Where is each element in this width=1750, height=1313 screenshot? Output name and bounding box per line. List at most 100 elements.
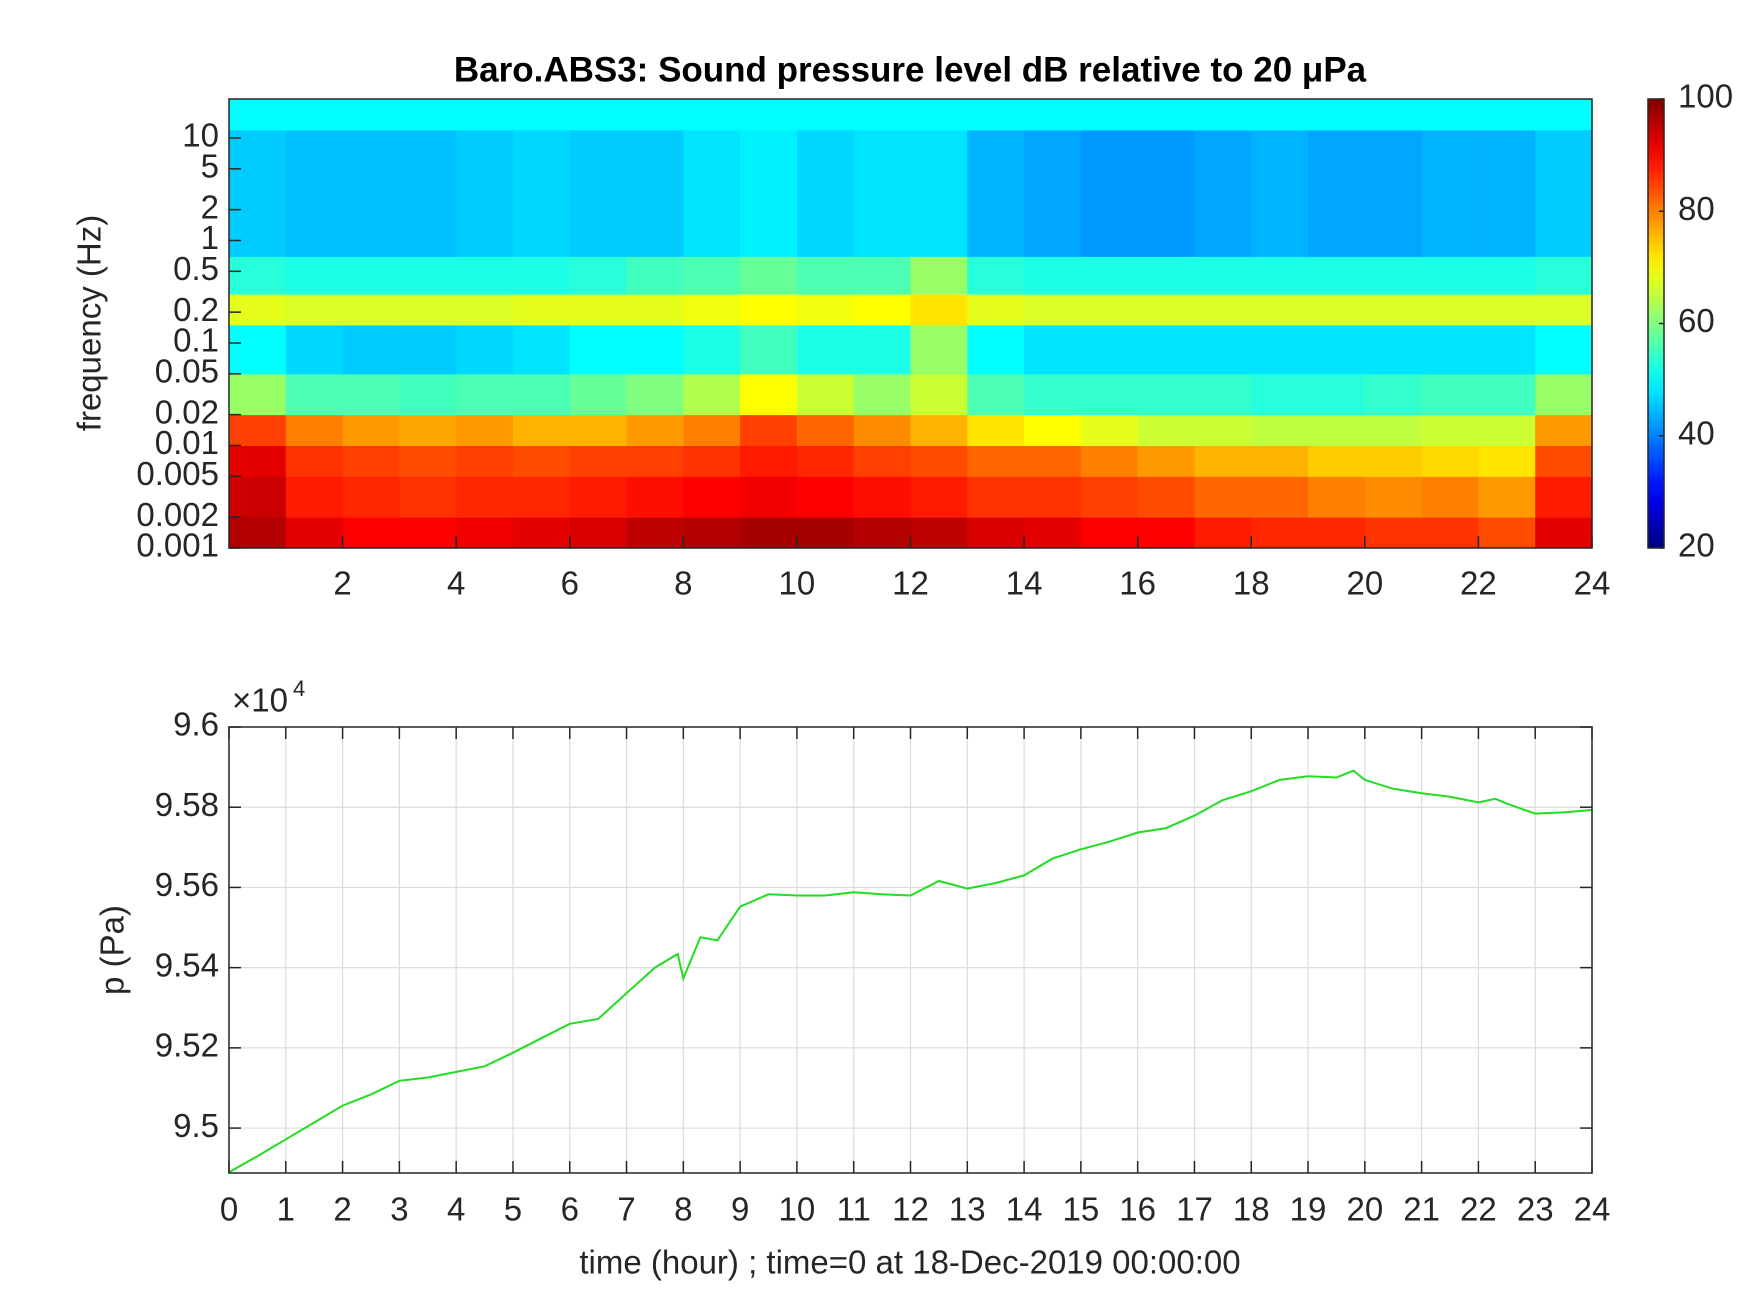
- x-tick-label: 22: [1460, 1191, 1497, 1228]
- heatmap-cell: [967, 445, 1025, 477]
- heatmap-cell: [342, 294, 400, 326]
- y-tick-label: 10: [182, 117, 219, 154]
- heatmap-cell: [1535, 129, 1593, 257]
- heatmap-cell: [399, 445, 457, 477]
- x-tick-label: 20: [1346, 565, 1383, 602]
- heatmap-cell: [853, 324, 911, 375]
- heatmap-cell: [1024, 445, 1082, 477]
- heatmap-cell: [512, 129, 571, 257]
- heatmap-cell: [967, 476, 1025, 518]
- y-exponent: ×10: [232, 682, 288, 719]
- heatmap-cell: [796, 256, 855, 295]
- heatmap-cell: [1024, 256, 1082, 295]
- heatmap-cell: [967, 129, 1025, 257]
- heatmap-cell: [683, 294, 741, 326]
- heatmap-cell: [1421, 324, 1479, 375]
- chart-title: Baro.ABS3: Sound pressure level dB relat…: [454, 50, 1367, 89]
- heatmap-cell: [1251, 324, 1309, 375]
- heatmap-cell: [910, 476, 968, 518]
- heatmap-cell: [1478, 129, 1536, 257]
- heatmap-cell: [1194, 99, 1252, 131]
- heatmap-cell: [285, 373, 344, 416]
- heatmap-cell: [512, 294, 571, 326]
- heatmap-cell: [456, 99, 514, 131]
- heatmap-cell: [399, 129, 457, 257]
- heatmap-cell: [1421, 129, 1479, 257]
- heatmap-cell: [740, 517, 798, 549]
- heatmap-cell: [626, 517, 684, 549]
- heatmap-cell: [1478, 445, 1536, 477]
- heatmap-cell: [399, 414, 457, 446]
- x-tick-label: 6: [561, 1191, 579, 1228]
- y-tick-label: 0.02: [155, 393, 219, 430]
- heatmap-cell: [626, 294, 684, 326]
- y-tick-label: 5: [201, 148, 219, 185]
- heatmap-cell: [910, 324, 968, 375]
- heatmap-cell: [229, 476, 287, 518]
- heatmap-cell: [1478, 256, 1536, 295]
- heatmap-cell: [512, 373, 571, 416]
- heatmap-cell: [399, 517, 457, 549]
- heatmap-cell: [1308, 256, 1366, 295]
- heatmap-cell: [399, 99, 457, 131]
- heatmap-cell: [910, 414, 968, 446]
- heatmap-cell: [399, 373, 457, 416]
- heatmap-cell: [342, 373, 400, 416]
- x-tick-label: 16: [1119, 565, 1156, 602]
- heatmap-cell: [1535, 517, 1593, 549]
- heatmap-cell: [342, 256, 400, 295]
- x-tick-label: 7: [617, 1191, 635, 1228]
- heatmap-cell: [1308, 324, 1366, 375]
- heatmap-cell: [1080, 476, 1139, 518]
- heatmap-cell: [1364, 294, 1423, 326]
- heatmap-cell: [1535, 373, 1593, 416]
- heatmap-cell: [1251, 256, 1309, 295]
- x-tick-label: 22: [1460, 565, 1497, 602]
- y-tick-label: 9.6: [173, 706, 219, 743]
- heatmap-cell: [740, 445, 798, 477]
- heatmap-cell: [229, 373, 287, 416]
- heatmap-cell: [1364, 324, 1423, 375]
- heatmap-cell: [967, 99, 1025, 131]
- heatmap-cell: [569, 129, 628, 257]
- heatmap-cell: [569, 99, 628, 131]
- heatmap-cell: [1421, 256, 1479, 295]
- x-tick-label: 14: [1006, 1191, 1043, 1228]
- heatmap-cell: [1137, 517, 1195, 549]
- heatmap-cell: [1137, 476, 1195, 518]
- heatmap-cell: [853, 414, 911, 446]
- heatmap-cell: [1080, 99, 1139, 131]
- heatmap-cell: [910, 129, 968, 257]
- colorbar-tick-label: 100: [1678, 78, 1733, 115]
- y-tick-label: 1: [201, 219, 219, 256]
- x-tick-label: 13: [949, 1191, 986, 1228]
- heatmap-cell: [456, 517, 514, 549]
- x-tick-label: 17: [1176, 1191, 1213, 1228]
- heatmap-cell: [796, 294, 855, 326]
- heatmap-cell: [1364, 445, 1423, 477]
- heatmap-cell: [626, 476, 684, 518]
- heatmap-cell: [399, 294, 457, 326]
- heatmap-cell: [1308, 99, 1366, 131]
- heatmap-cell: [910, 517, 968, 549]
- heatmap-cell: [229, 294, 287, 326]
- heatmap-cell: [910, 256, 968, 295]
- x-tick-label: 20: [1346, 1191, 1383, 1228]
- y-exponent-power: 4: [293, 676, 305, 701]
- heatmap-cell: [229, 99, 287, 131]
- heatmap-cell: [342, 414, 400, 446]
- x-tick-label: 4: [447, 1191, 465, 1228]
- x-tick-label: 18: [1233, 565, 1270, 602]
- heatmap-cell: [1137, 445, 1195, 477]
- heatmap-cell: [1421, 476, 1479, 518]
- heatmap-cell: [569, 517, 628, 549]
- heatmap-cell: [1137, 129, 1195, 257]
- heatmap-cell: [285, 256, 344, 295]
- heatmap-cell: [1421, 294, 1479, 326]
- heatmap-cell: [1194, 517, 1252, 549]
- heatmap-cell: [796, 324, 855, 375]
- heatmap-cell: [1080, 129, 1139, 257]
- heatmap-cell: [1308, 294, 1366, 326]
- y-tick-label: 9.54: [155, 946, 219, 983]
